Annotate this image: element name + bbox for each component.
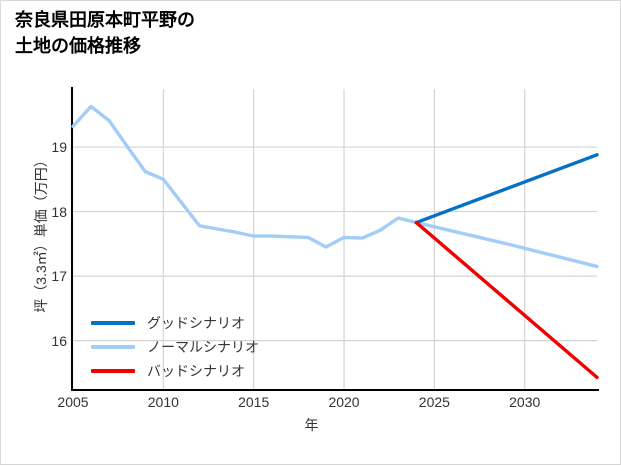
y-tick-label: 17 bbox=[51, 268, 67, 285]
y-axis-label: 坪（3.3㎡）単価（万円） bbox=[33, 153, 49, 313]
series-line-good bbox=[414, 153, 599, 225]
plot-area bbox=[71, 89, 599, 389]
legend-line-swatch bbox=[91, 369, 135, 373]
x-tick-label: 2015 bbox=[238, 394, 270, 410]
legend-label: ノーマルシナリオ bbox=[147, 339, 259, 355]
legend-label: バッドシナリオ bbox=[147, 363, 245, 379]
legend-line-swatch bbox=[91, 345, 135, 349]
series-line-normal bbox=[71, 104, 599, 269]
legend-item: ノーマルシナリオ bbox=[91, 335, 311, 359]
chart-legend: グッドシナリオ ノーマルシナリオ バッドシナリオ bbox=[91, 311, 311, 383]
x-tick-label: 2025 bbox=[418, 394, 450, 410]
y-tick-label: 16 bbox=[51, 332, 67, 349]
legend-item: グッドシナリオ bbox=[91, 311, 311, 335]
x-tick-label: 2020 bbox=[328, 394, 360, 410]
legend-label: グッドシナリオ bbox=[147, 315, 245, 331]
plot-svg bbox=[71, 89, 599, 389]
y-axis-ticks: 16 17 18 19 bbox=[37, 1, 67, 466]
series-line-bad bbox=[414, 220, 599, 380]
y-tick-label: 18 bbox=[51, 203, 67, 220]
y-axis-spine bbox=[71, 87, 73, 391]
x-axis-spine bbox=[71, 389, 599, 391]
legend-item: バッドシナリオ bbox=[91, 359, 311, 383]
x-tick-label: 2030 bbox=[509, 394, 541, 410]
chart-title: 奈良県田原本町平野の 土地の価格推移 bbox=[15, 10, 195, 56]
y-tick-label: 19 bbox=[51, 139, 67, 156]
series-lines bbox=[71, 104, 599, 380]
x-tick-label: 2005 bbox=[57, 394, 89, 410]
legend-line-swatch bbox=[91, 321, 135, 325]
x-axis-label: 年 bbox=[304, 417, 319, 433]
x-tick-label: 2010 bbox=[147, 394, 179, 410]
